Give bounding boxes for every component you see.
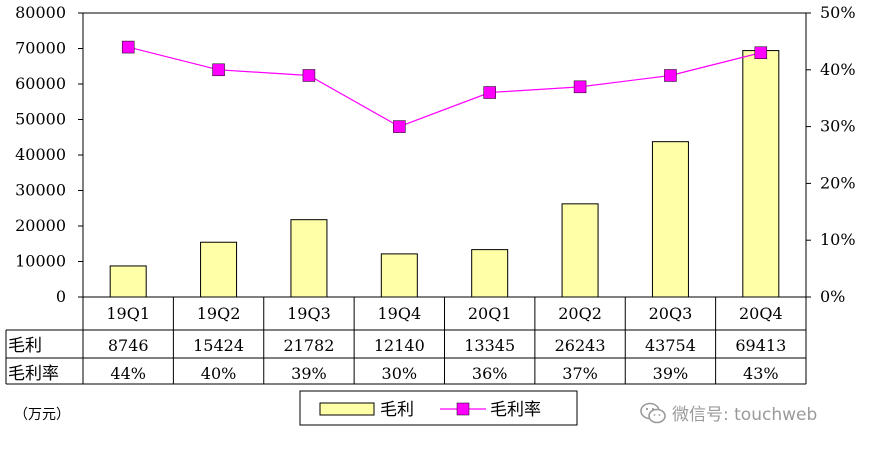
left-axis-tick-label: 80000 (15, 3, 66, 22)
table-row-label: 毛利 (8, 336, 42, 356)
line-marker (664, 69, 677, 82)
bar (200, 241, 238, 298)
table-cell: 39% (653, 364, 689, 383)
bar (109, 265, 147, 298)
table-cell: 69413 (735, 336, 786, 355)
unit-label: （万元） (14, 407, 70, 423)
table-cell: 39% (291, 364, 327, 383)
watermark-text: 微信号: touchweb (672, 405, 818, 425)
table-cell: 37% (562, 364, 598, 383)
left-axis-tick-label: 50000 (15, 110, 66, 129)
wechat-icon (640, 402, 666, 423)
left-axis-tick-label: 10000 (15, 252, 66, 271)
bar (290, 219, 328, 298)
right-axis-tick-label: 10% (820, 230, 856, 249)
category-label: 20Q4 (739, 304, 783, 323)
table-cell: 36% (472, 364, 508, 383)
left-axis-tick-label: 60000 (15, 74, 66, 93)
bar (471, 249, 509, 298)
table-cell: 8746 (108, 336, 149, 355)
bar (380, 253, 418, 298)
table-cell: 43754 (645, 336, 696, 355)
table-cell: 43% (743, 364, 779, 383)
line-marker (121, 40, 135, 54)
table-cell: 12140 (374, 336, 425, 355)
bar (742, 50, 780, 298)
bar (561, 203, 599, 298)
table-cell: 15424 (193, 336, 244, 355)
table-row-label: 毛利率 (8, 364, 59, 384)
line-marker (573, 80, 587, 94)
line-marker (212, 63, 225, 77)
line-marker (483, 86, 496, 99)
left-axis-tick-label: 0 (56, 287, 66, 306)
bar (651, 141, 689, 298)
legend-item: 毛利率 (490, 400, 541, 420)
table-cell: 21782 (283, 336, 334, 355)
right-axis-tick-label: 20% (820, 173, 856, 192)
series-line (128, 46, 761, 128)
category-label: 20Q2 (558, 304, 602, 323)
table-cell: 30% (382, 364, 418, 383)
line-marker (393, 120, 406, 133)
right-axis-tick-label: 0% (820, 287, 845, 306)
right-axis-tick-label: 50% (820, 3, 856, 22)
category-label: 19Q1 (106, 304, 150, 323)
watermark: 微信号: touchweb (640, 400, 817, 425)
table-cell: 40% (201, 364, 237, 383)
line-marker (302, 69, 316, 82)
legend-item: 毛利 (380, 400, 414, 420)
left-axis-tick-label: 40000 (15, 145, 66, 164)
table-cell: 44% (110, 364, 146, 383)
category-label: 19Q3 (287, 304, 331, 323)
legend-bar-swatch (319, 402, 375, 416)
right-axis-tick-label: 30% (820, 117, 856, 136)
legend-line-marker (456, 402, 470, 416)
right-axis-tick-label: 40% (820, 60, 856, 79)
category-label: 19Q2 (197, 304, 241, 323)
plot-area (82, 12, 807, 298)
table-cell: 13345 (464, 336, 515, 355)
line-marker (754, 46, 768, 60)
category-label: 19Q4 (377, 304, 421, 323)
left-axis-tick-label: 20000 (15, 216, 66, 235)
left-axis-tick-label: 70000 (15, 39, 66, 58)
category-label: 20Q3 (649, 304, 693, 323)
left-axis-tick-label: 30000 (15, 181, 66, 200)
category-label: 20Q1 (468, 304, 512, 323)
table-cell: 26243 (555, 336, 606, 355)
